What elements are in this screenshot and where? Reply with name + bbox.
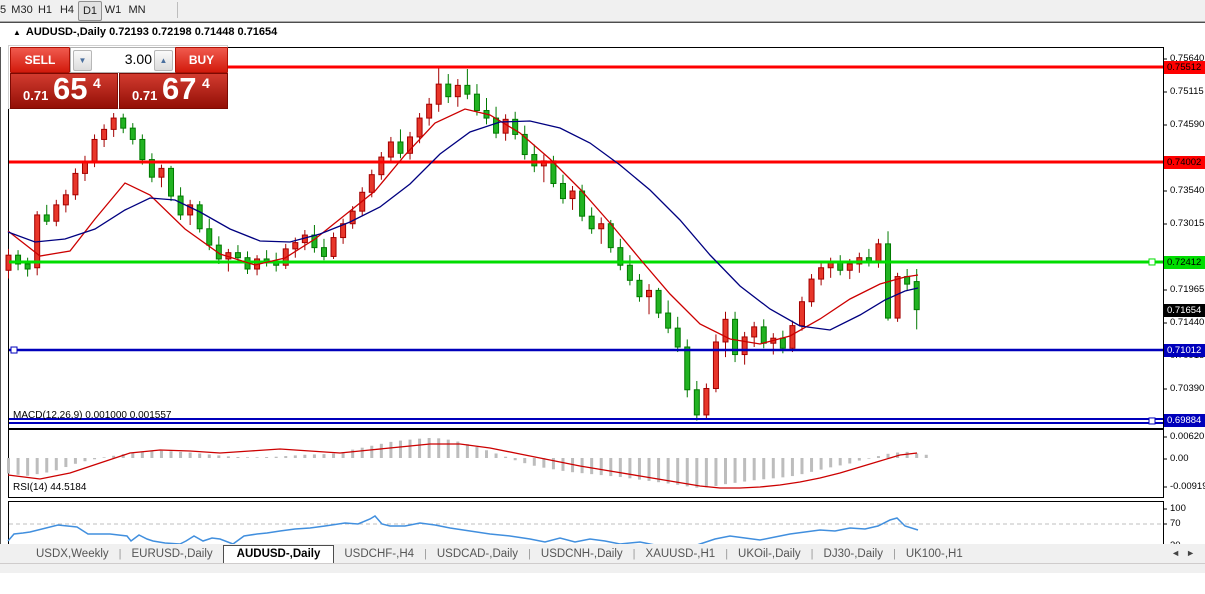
lots-increase-button[interactable]: ▲ [154,50,173,71]
tab-scroll-right-icon[interactable]: ► [1186,548,1201,558]
sell-price-sup: 4 [93,75,101,91]
price-level-label: 0.75512 [1164,61,1205,74]
buy-price-prefix: 0.71 [132,88,158,103]
chart-tab-uk100-h1[interactable]: UK100-,H1 [905,548,963,560]
chart-tab-usdx-weekly[interactable]: USDX,Weekly [36,548,109,560]
one-click-top-row: SELL ▼ 3.00 ▲ BUY [9,46,228,73]
timeframe-button-5[interactable]: 5 [0,4,7,16]
chart-window[interactable]: ▲ AUDUSD-,Daily 0.72193 0.72198 0.71448 0… [0,22,1205,594]
price-level-label: 0.71654 [1164,304,1205,317]
timeframe-button-mn[interactable]: MN [128,4,146,16]
price-axis-tick: 0.73540 [1170,185,1205,196]
tab-separator: | [892,548,896,560]
chart-tab-audusd-daily[interactable]: AUDUSD-,Daily [222,545,335,563]
price-level-label: 0.71012 [1164,344,1205,357]
price-axis-tick: 0.75115 [1170,86,1204,97]
price-axis-tick: 0.75640 [1170,53,1205,64]
macd-axis-tick: -0.00919 [1170,481,1205,492]
rsi-axis-tick: 70 [1170,518,1181,529]
price-axis-tick: 0.71965 [1170,284,1205,295]
chart-tab-bar: USDX,Weekly | EURUSD-,Daily AUDUSD-,Daily US… [0,544,1205,564]
timeframe-toolbar: 5 M30 H1 H4 D1 W1 MN [0,0,1205,22]
macd-axis-tick: 0.006201 [1170,431,1205,442]
tab-scroll-left-icon[interactable]: ◄ [1171,548,1187,558]
buy-price-sup: 4 [202,75,210,91]
price-level-label: 0.72412 [1164,256,1205,269]
toolbar-separator [177,2,178,18]
chart-tab-eurusd-daily[interactable]: EURUSD-,Daily [131,548,213,560]
chart-tab-usdcad-daily[interactable]: USDCAD-,Daily [436,548,519,560]
one-click-trading-panel: SELL ▼ 3.00 ▲ BUY 0.71 65 4 0.71 67 4 [8,45,228,109]
sell-price-tile[interactable]: 0.71 65 4 [10,71,118,109]
chart-tab-dj30-daily[interactable]: DJ30-,Daily [823,548,883,560]
rsi-axis-tick: 100 [1170,503,1186,514]
price-level-label: 0.69884 [1164,414,1205,427]
price-axis-tick: 0.74590 [1170,119,1205,130]
chart-ohlc-values: 0.72193 0.72198 0.71448 0.71654 [109,26,278,38]
status-bar [0,563,1205,573]
lots-value[interactable]: 3.00 [124,51,152,67]
collapse-triangle-icon[interactable]: ▲ [13,28,21,37]
chart-tab-usdcnh-daily[interactable]: USDCNH-,Daily [540,548,623,560]
price-axis-tick: 0.71440 [1170,317,1205,328]
buy-price-tile[interactable]: 0.71 67 4 [119,71,228,109]
tab-separator: | [118,548,122,560]
chart-tab-xauusd-h1[interactable]: XAUUSD-,H1 [645,548,716,560]
timeframe-button-h1[interactable]: H1 [37,4,53,16]
macd-axis-tick: 0.00 [1170,453,1189,464]
price-level-label: 0.74002 [1164,156,1205,169]
price-chart-canvas[interactable] [0,23,1205,594]
chart-title: ▲ AUDUSD-,Daily 0.72193 0.72198 0.71448 0… [13,26,277,38]
timeframe-button-d1[interactable]: D1 [78,1,102,21]
chart-tab-usdchf-h4[interactable]: USDCHF-,H4 [344,548,415,560]
price-axis-tick: 0.73015 [1170,218,1205,229]
timeframe-button-w1[interactable]: W1 [104,4,122,16]
tab-scroll-arrows: ◄► [1171,548,1201,558]
rsi-indicator-label: RSI(14) 44.5184 [13,482,87,493]
sell-price-prefix: 0.71 [23,88,49,103]
tab-separator: | [632,548,636,560]
lot-size-spinner[interactable]: ▼ 3.00 ▲ [70,47,176,73]
tab-separator: | [725,548,729,560]
buy-price-big: 67 [162,71,197,106]
tab-separator: | [528,548,531,560]
sell-button[interactable]: SELL [10,47,70,73]
sell-price-big: 65 [53,71,88,106]
macd-indicator-label: MACD(12,26,9) 0.001000 0.001557 [13,410,172,421]
timeframe-button-h4[interactable]: H4 [59,4,75,16]
lots-decrease-button[interactable]: ▼ [73,50,92,71]
chart-symbol-period: AUDUSD-,Daily [25,26,106,38]
price-axis-tick: 0.70390 [1170,383,1205,394]
tab-separator: | [810,548,814,560]
tab-separator: | [424,548,427,560]
buy-button[interactable]: BUY [175,47,228,73]
timeframe-button-m30[interactable]: M30 [11,4,33,16]
chart-tab-ukoil-daily[interactable]: UKOil-,Daily [738,548,801,560]
